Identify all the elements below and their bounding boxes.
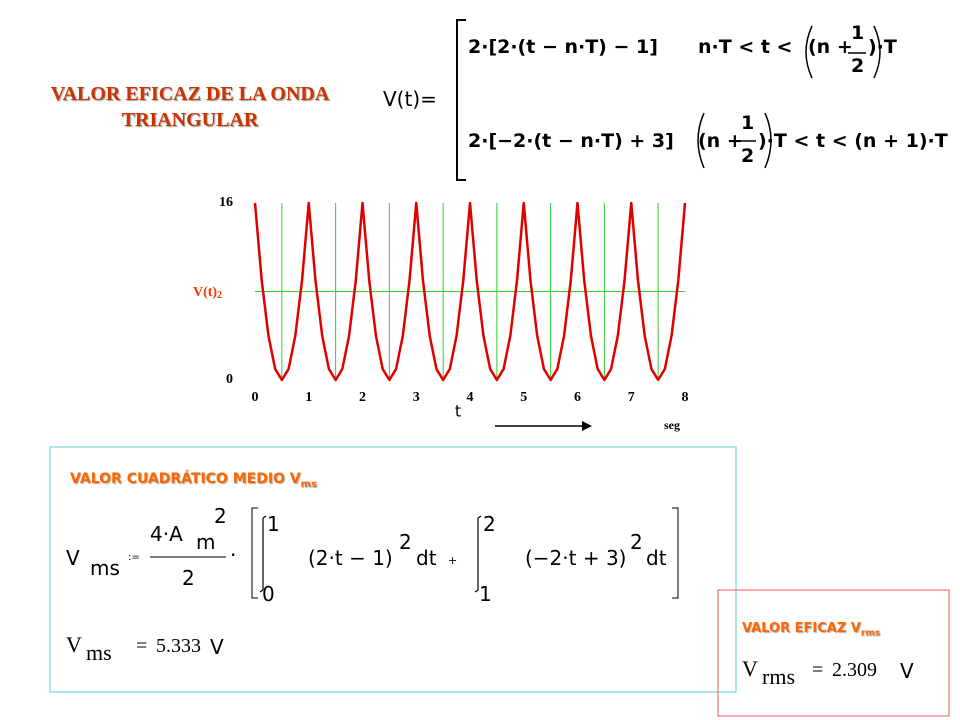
heading: VALOR CUADRÁTICO MEDIO Vms xyxy=(70,472,317,490)
y-tick-label: 16 xyxy=(219,195,233,210)
rms-box xyxy=(717,589,950,717)
result-sub: ms xyxy=(86,640,112,665)
integrand: (−2·t + 3) xyxy=(525,546,627,570)
heading-sub: ms xyxy=(300,478,318,490)
result-var: V xyxy=(742,656,758,681)
result-var: V xyxy=(66,632,82,657)
dt: dt xyxy=(646,546,667,570)
result-sub: rms xyxy=(762,664,795,689)
plus: + xyxy=(448,554,458,567)
int-sup: 2 xyxy=(630,530,643,554)
curve xyxy=(253,201,687,382)
case-cond: (n + xyxy=(808,36,853,58)
result-value: 5.333 xyxy=(156,635,201,657)
y-label-sup: 2 xyxy=(217,290,222,301)
x-axis-unit: seg xyxy=(664,418,680,432)
case-cond: (n + xyxy=(698,130,743,152)
heading-text: VALOR EFICAZ V xyxy=(742,621,861,636)
x-axis-label: t xyxy=(455,402,461,421)
heading: VALOR EFICAZ Vrms xyxy=(742,622,880,639)
var-sub: ms xyxy=(90,556,120,580)
case-expr: 2·[2·(t − n·T) − 1] xyxy=(468,36,658,58)
var: V xyxy=(66,546,80,570)
x-tick-label: 0 xyxy=(252,390,259,405)
title-line: TRIANGULAR xyxy=(121,109,259,131)
int-lower: 1 xyxy=(479,582,492,606)
fraction-den: 2 xyxy=(851,55,865,77)
x-tick-label: 1 xyxy=(305,390,312,405)
title-line: VALOR EFICAZ DE LA ONDA xyxy=(50,83,330,105)
mean-square-box xyxy=(49,446,737,693)
dt: dt xyxy=(416,546,437,570)
result-eq: = xyxy=(812,659,824,681)
int-sup: 2 xyxy=(399,530,412,554)
paren xyxy=(697,112,772,169)
fraction-den: 2 xyxy=(741,145,755,167)
case-cond: n·T < t < xyxy=(698,36,793,58)
x-tick-label: 8 xyxy=(682,390,689,405)
bracket xyxy=(251,507,679,599)
x-tick-label: 7 xyxy=(628,390,635,405)
y-tick-label: 0 xyxy=(226,372,233,387)
heading-sub: rms xyxy=(860,628,881,639)
x-tick-label: 4 xyxy=(467,390,474,405)
case-expr: 2·[−2·(t − n·T) + 3] xyxy=(468,130,674,152)
result-unit: V xyxy=(900,659,914,683)
result-unit: V xyxy=(210,635,224,659)
num-m: m xyxy=(196,530,216,554)
x-tick-label: 6 xyxy=(574,390,581,405)
y-label-text: V(t) xyxy=(193,285,217,300)
integral-sign xyxy=(259,515,267,593)
integrand: (2·t − 1) xyxy=(308,546,393,570)
heading-text: VALOR CUADRÁTICO MEDIO V xyxy=(70,471,301,487)
assign: := xyxy=(128,552,140,563)
x-tick-label: 5 xyxy=(520,390,527,405)
int-upper: 1 xyxy=(267,512,280,536)
int-upper: 2 xyxy=(483,512,496,536)
num: 4·A xyxy=(150,522,183,546)
result-value: 2.309 xyxy=(832,659,877,681)
arrow-head xyxy=(582,421,592,431)
dot: · xyxy=(230,543,237,567)
den: 2 xyxy=(182,566,195,590)
x-tick-label: 2 xyxy=(359,390,366,405)
result-eq: = xyxy=(136,635,148,657)
lhs: V(t)= xyxy=(383,87,437,111)
paren xyxy=(805,25,881,79)
num-sup: 2 xyxy=(214,504,227,528)
case-cond: )·T xyxy=(868,36,897,58)
x-tick-label: 3 xyxy=(413,390,420,405)
fraction-num: 1 xyxy=(741,112,755,134)
integral-sign xyxy=(474,515,482,593)
int-lower: 0 xyxy=(262,582,275,606)
case-bracket xyxy=(456,19,466,181)
case-cond: )·T < t < (n + 1)·T xyxy=(758,130,948,152)
y-axis-label: V(t)2 xyxy=(193,285,222,301)
fraction-num: 1 xyxy=(851,22,865,44)
